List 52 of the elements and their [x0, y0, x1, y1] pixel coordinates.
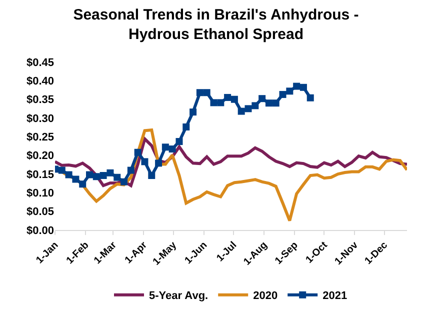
point — [238, 108, 245, 115]
y-tick-label: $0.15 — [26, 168, 54, 181]
point — [306, 94, 314, 102]
y-tick-label: $0.00 — [26, 224, 54, 237]
point — [293, 82, 300, 90]
point — [162, 144, 169, 151]
y-tick-label: $0.40 — [26, 76, 54, 88]
point — [182, 123, 190, 130]
y-tick-label: $0.45 — [26, 56, 54, 69]
point — [300, 84, 307, 91]
point — [58, 166, 66, 174]
point — [258, 95, 266, 102]
point — [127, 166, 134, 174]
point — [168, 145, 176, 152]
point — [114, 174, 121, 181]
point — [196, 89, 204, 96]
point — [210, 99, 218, 106]
point — [217, 99, 224, 106]
point — [176, 138, 183, 146]
point — [106, 169, 114, 176]
point — [100, 172, 107, 179]
point — [148, 172, 156, 179]
point — [286, 88, 294, 95]
point — [155, 160, 162, 167]
point — [272, 100, 280, 107]
chart-title: Seasonal Trends in Brazil's Anhydrous - Hydrous Ethanol Spread — [73, 6, 359, 43]
point — [265, 100, 272, 107]
point — [92, 173, 100, 180]
point — [279, 90, 286, 98]
y-tick-label: $0.25 — [26, 132, 54, 144]
y-tick-label: $0.10 — [26, 188, 54, 200]
point — [120, 178, 128, 186]
point — [141, 158, 148, 166]
point — [86, 171, 94, 178]
line-series — [55, 137, 407, 188]
point — [224, 94, 232, 101]
point — [244, 105, 252, 112]
point — [65, 171, 72, 178]
y-tick-label: $0.20 — [26, 150, 54, 162]
legend-label: 2020 — [253, 290, 278, 302]
point — [190, 108, 197, 116]
point — [134, 148, 142, 156]
point — [252, 102, 259, 110]
y-tick-label: $0.35 — [26, 94, 54, 106]
point — [79, 180, 86, 188]
point — [230, 96, 238, 103]
point — [203, 89, 210, 96]
point — [72, 176, 80, 183]
legend-label: 2021 — [322, 290, 348, 302]
legend-label: 5-Year Avg. — [149, 290, 208, 302]
y-tick-label: $0.30 — [26, 112, 54, 125]
y-tick-label: $0.05 — [26, 206, 54, 218]
